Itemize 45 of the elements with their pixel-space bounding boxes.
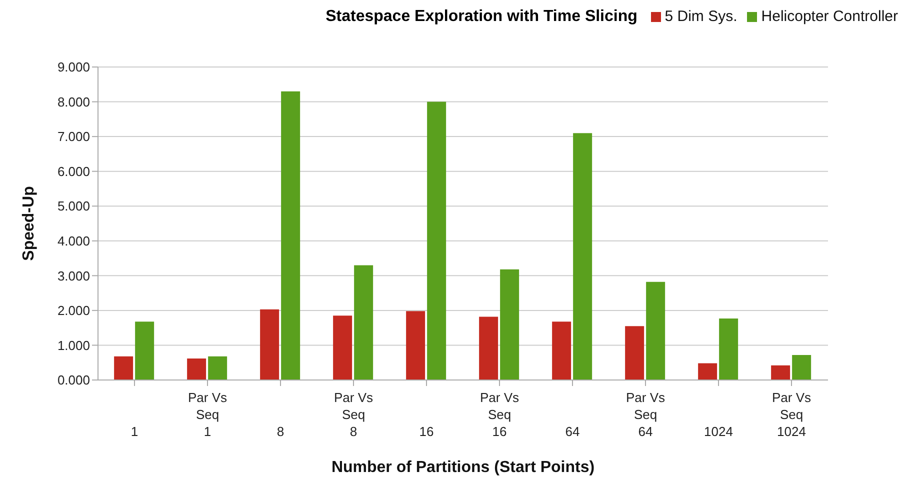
x-tick-label: Par Vs Seq 1 [188, 390, 228, 439]
bar [354, 265, 374, 380]
x-tick-label: 8 [276, 424, 284, 439]
y-tick-label: 0.000 [57, 372, 90, 388]
bar [479, 316, 498, 380]
chart-title: Statespace Exploration with Time Slicing [326, 8, 638, 25]
legend-label: 5 Dim Sys. [664, 8, 738, 25]
y-tick-label: 9.000 [57, 60, 90, 75]
bar [281, 91, 300, 380]
bar [771, 365, 790, 380]
bar [135, 322, 154, 380]
bar [573, 133, 592, 380]
y-tick-label: 1.000 [57, 338, 90, 353]
y-tick-label: 3.000 [57, 268, 90, 284]
bar [114, 356, 134, 380]
y-tick-label: 7.000 [57, 129, 90, 144]
x-tick-label: 64 [565, 424, 580, 439]
x-tick-label: 1 [130, 424, 138, 439]
y-tick-label: 6.000 [57, 164, 90, 179]
bar [208, 356, 228, 380]
y-axis-title: Speed-Up [20, 186, 38, 261]
x-tick-label: Par Vs Seq 1024 [772, 390, 812, 439]
x-tick-label: 1024 [704, 424, 733, 439]
bar [187, 358, 206, 380]
x-tick-label: Par Vs Seq 16 [480, 390, 520, 439]
bar [500, 269, 520, 380]
legend-label: Helicopter Controller [761, 8, 898, 25]
y-tick-label: 8.000 [57, 94, 90, 110]
bar [625, 326, 644, 380]
y-tick-label: 5.000 [57, 198, 90, 214]
bar [406, 311, 426, 380]
x-axis-title: Number of Partitions (Start Points) [331, 459, 595, 476]
x-tick-label: 16 [419, 424, 434, 439]
bar [646, 282, 666, 380]
bar [427, 102, 446, 380]
x-tick-label: Par Vs Seq 64 [626, 390, 666, 439]
y-tick-label: 2.000 [57, 303, 90, 318]
bar [792, 354, 812, 380]
bar [698, 363, 718, 380]
bar [260, 309, 280, 380]
bar [552, 322, 572, 380]
x-tick-label: Par Vs Seq 8 [334, 390, 374, 439]
bar [719, 318, 738, 380]
bar [333, 316, 352, 380]
y-tick-label: 4.000 [57, 234, 90, 249]
